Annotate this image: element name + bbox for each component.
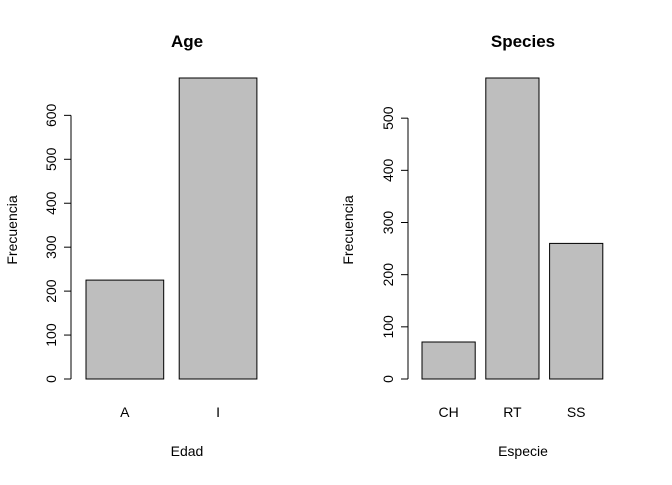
- y-axis-label: Frecuencia: [4, 195, 20, 264]
- age-chart: Age A I 0 100 200 300 400 500 600 Edad Frecuencia: [4, 32, 258, 459]
- y-tick-label: 0: [43, 375, 59, 383]
- y-tick-label: 300: [43, 235, 59, 259]
- y-tick-label: 100: [380, 315, 396, 339]
- x-axis-label: Edad: [171, 443, 204, 459]
- chart-title: Species: [491, 32, 555, 51]
- category-label: RT: [503, 404, 522, 420]
- bar-a: [85, 279, 165, 380]
- y-axis-label: Frecuencia: [340, 195, 356, 264]
- x-axis-label: Especie: [498, 443, 548, 459]
- y-tick-label: 500: [380, 106, 396, 130]
- y-tick-label: 200: [43, 279, 59, 303]
- y-tick-label: 500: [43, 147, 59, 171]
- category-label: CH: [438, 404, 458, 420]
- category-label: A: [120, 404, 130, 420]
- y-tick-label: 0: [380, 375, 396, 383]
- chart-title: Age: [171, 32, 203, 51]
- category-label: I: [216, 404, 220, 420]
- y-tick-label: 100: [43, 323, 59, 347]
- y-tick-label: 300: [380, 211, 396, 235]
- y-tick-label: 600: [43, 103, 59, 127]
- category-label: SS: [567, 404, 586, 420]
- bar-rt: [485, 77, 540, 380]
- bar-ch: [421, 341, 476, 380]
- bar-ss: [549, 242, 604, 380]
- bar-i: [178, 77, 258, 380]
- y-tick-label: 200: [380, 263, 396, 287]
- y-tick-label: 400: [43, 191, 59, 215]
- species-chart: Species CH RT SS 0 100 200 300 400 500 Especie Frec…: [340, 32, 604, 459]
- y-tick-label: 400: [380, 158, 396, 182]
